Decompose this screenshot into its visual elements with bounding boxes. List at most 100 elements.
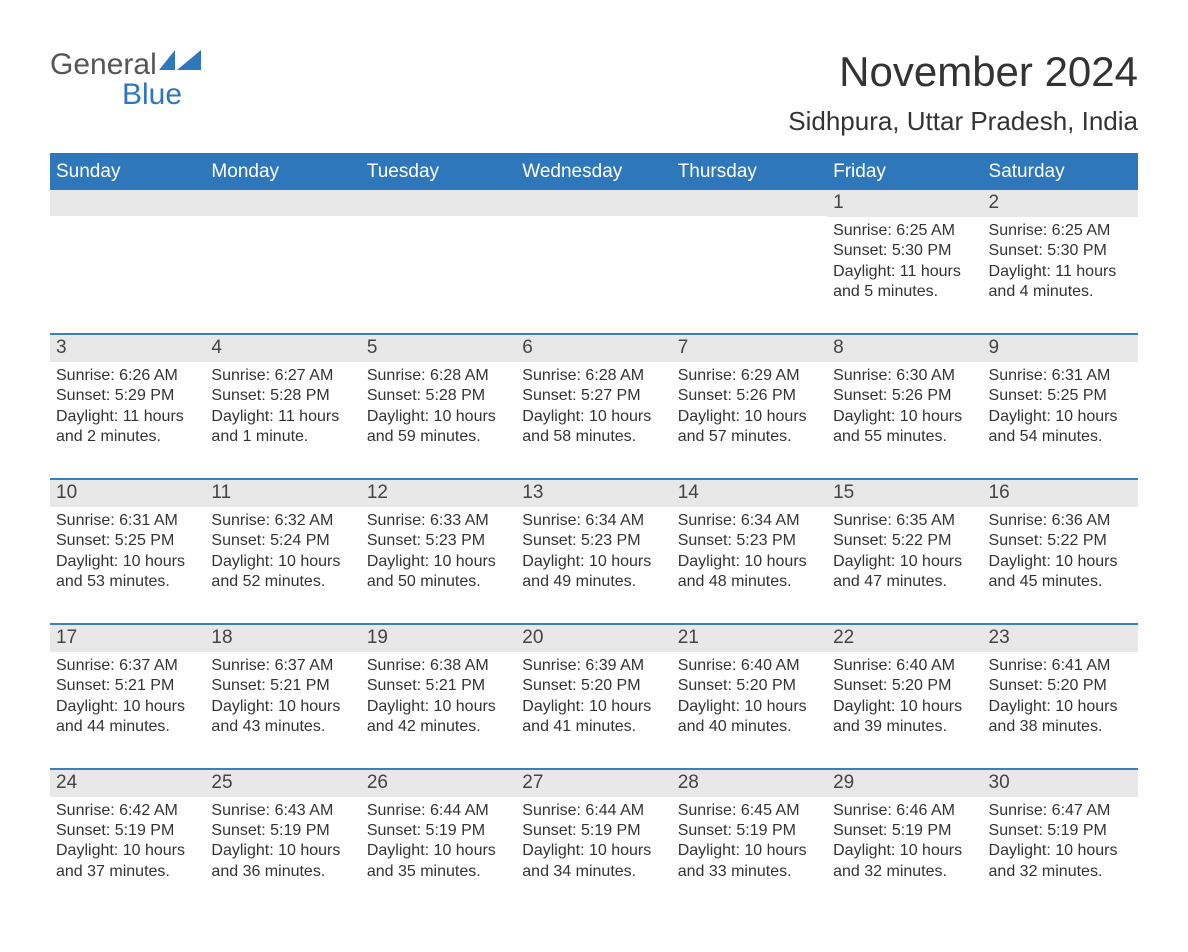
sunset-line: Sunset: 5:24 PM	[211, 531, 354, 551]
sunset-line: Sunset: 5:23 PM	[522, 531, 665, 551]
daylight-line: Daylight: 10 hours and 54 minutes.	[989, 407, 1132, 448]
calendar-week: 1Sunrise: 6:25 AMSunset: 5:30 PMDaylight…	[50, 190, 1138, 333]
day-number: 16	[983, 480, 1138, 507]
calendar-day: 8Sunrise: 6:30 AMSunset: 5:26 PMDaylight…	[827, 335, 982, 478]
sunset-line: Sunset: 5:19 PM	[989, 821, 1132, 841]
calendar-day: 2Sunrise: 6:25 AMSunset: 5:30 PMDaylight…	[983, 190, 1138, 333]
sunset-line: Sunset: 5:25 PM	[56, 531, 199, 551]
daylight-line: Daylight: 10 hours and 35 minutes.	[367, 841, 510, 882]
day-number: 20	[516, 625, 671, 652]
calendar-day: 1Sunrise: 6:25 AMSunset: 5:30 PMDaylight…	[827, 190, 982, 333]
sunset-line: Sunset: 5:30 PM	[989, 241, 1132, 261]
day-number: 6	[516, 335, 671, 362]
calendar-day: 28Sunrise: 6:45 AMSunset: 5:19 PMDayligh…	[672, 770, 827, 913]
daylight-line: Daylight: 10 hours and 44 minutes.	[56, 697, 199, 738]
dow-thursday: Thursday	[672, 155, 827, 190]
sunrise-line: Sunrise: 6:31 AM	[56, 511, 199, 531]
sunset-line: Sunset: 5:22 PM	[989, 531, 1132, 551]
sunrise-line: Sunrise: 6:44 AM	[522, 801, 665, 821]
day-details: Sunrise: 6:38 AMSunset: 5:21 PMDaylight:…	[361, 652, 516, 738]
daylight-line: Daylight: 10 hours and 55 minutes.	[833, 407, 976, 448]
daylight-line: Daylight: 10 hours and 37 minutes.	[56, 841, 199, 882]
dow-wednesday: Wednesday	[516, 155, 671, 190]
day-details: Sunrise: 6:29 AMSunset: 5:26 PMDaylight:…	[672, 362, 827, 448]
sunrise-line: Sunrise: 6:25 AM	[989, 221, 1132, 241]
sunset-line: Sunset: 5:19 PM	[367, 821, 510, 841]
calendar-day: 11Sunrise: 6:32 AMSunset: 5:24 PMDayligh…	[205, 480, 360, 623]
sunrise-line: Sunrise: 6:38 AM	[367, 656, 510, 676]
day-details: Sunrise: 6:42 AMSunset: 5:19 PMDaylight:…	[50, 797, 205, 883]
sunset-line: Sunset: 5:25 PM	[989, 386, 1132, 406]
day-number: 14	[672, 480, 827, 507]
sunrise-line: Sunrise: 6:37 AM	[56, 656, 199, 676]
calendar-day: 14Sunrise: 6:34 AMSunset: 5:23 PMDayligh…	[672, 480, 827, 623]
sunrise-line: Sunrise: 6:27 AM	[211, 366, 354, 386]
calendar-day: 25Sunrise: 6:43 AMSunset: 5:19 PMDayligh…	[205, 770, 360, 913]
calendar-week: 17Sunrise: 6:37 AMSunset: 5:21 PMDayligh…	[50, 623, 1138, 768]
day-details: Sunrise: 6:34 AMSunset: 5:23 PMDaylight:…	[672, 507, 827, 593]
day-number: 25	[205, 770, 360, 797]
sunset-line: Sunset: 5:26 PM	[678, 386, 821, 406]
calendar-day	[672, 190, 827, 333]
calendar-grid: Sunday Monday Tuesday Wednesday Thursday…	[50, 153, 1138, 912]
calendar-day: 29Sunrise: 6:46 AMSunset: 5:19 PMDayligh…	[827, 770, 982, 913]
day-number: 17	[50, 625, 205, 652]
calendar-week: 3Sunrise: 6:26 AMSunset: 5:29 PMDaylight…	[50, 333, 1138, 478]
sunrise-line: Sunrise: 6:45 AM	[678, 801, 821, 821]
day-details: Sunrise: 6:26 AMSunset: 5:29 PMDaylight:…	[50, 362, 205, 448]
sunrise-line: Sunrise: 6:42 AM	[56, 801, 199, 821]
sunrise-line: Sunrise: 6:40 AM	[833, 656, 976, 676]
daylight-line: Daylight: 10 hours and 53 minutes.	[56, 552, 199, 593]
header-right: November 2024 Sidhpura, Uttar Pradesh, I…	[788, 48, 1138, 147]
calendar-day: 24Sunrise: 6:42 AMSunset: 5:19 PMDayligh…	[50, 770, 205, 913]
day-number: 30	[983, 770, 1138, 797]
daylight-line: Daylight: 10 hours and 58 minutes.	[522, 407, 665, 448]
calendar-day: 6Sunrise: 6:28 AMSunset: 5:27 PMDaylight…	[516, 335, 671, 478]
calendar-day: 18Sunrise: 6:37 AMSunset: 5:21 PMDayligh…	[205, 625, 360, 768]
daylight-line: Daylight: 10 hours and 40 minutes.	[678, 697, 821, 738]
location-label: Sidhpura, Uttar Pradesh, India	[788, 106, 1138, 137]
calendar-day: 12Sunrise: 6:33 AMSunset: 5:23 PMDayligh…	[361, 480, 516, 623]
brand-flag-icon	[157, 48, 201, 74]
daylight-line: Daylight: 10 hours and 39 minutes.	[833, 697, 976, 738]
calendar-day: 30Sunrise: 6:47 AMSunset: 5:19 PMDayligh…	[983, 770, 1138, 913]
daylight-line: Daylight: 10 hours and 59 minutes.	[367, 407, 510, 448]
day-number: 10	[50, 480, 205, 507]
day-details: Sunrise: 6:40 AMSunset: 5:20 PMDaylight:…	[672, 652, 827, 738]
sunset-line: Sunset: 5:26 PM	[833, 386, 976, 406]
daylight-line: Daylight: 10 hours and 32 minutes.	[833, 841, 976, 882]
day-details: Sunrise: 6:28 AMSunset: 5:27 PMDaylight:…	[516, 362, 671, 448]
calendar-day	[516, 190, 671, 333]
daylight-line: Daylight: 10 hours and 42 minutes.	[367, 697, 510, 738]
daylight-line: Daylight: 10 hours and 38 minutes.	[989, 697, 1132, 738]
sunrise-line: Sunrise: 6:33 AM	[367, 511, 510, 531]
daylight-line: Daylight: 10 hours and 45 minutes.	[989, 552, 1132, 593]
day-number: 1	[827, 190, 982, 217]
calendar-day: 27Sunrise: 6:44 AMSunset: 5:19 PMDayligh…	[516, 770, 671, 913]
day-number: 5	[361, 335, 516, 362]
sunset-line: Sunset: 5:21 PM	[367, 676, 510, 696]
sunrise-line: Sunrise: 6:43 AM	[211, 801, 354, 821]
day-number: 15	[827, 480, 982, 507]
sunset-line: Sunset: 5:20 PM	[833, 676, 976, 696]
brand-name: General Blue	[50, 48, 201, 110]
sunset-line: Sunset: 5:22 PM	[833, 531, 976, 551]
sunrise-line: Sunrise: 6:26 AM	[56, 366, 199, 386]
calendar-day: 21Sunrise: 6:40 AMSunset: 5:20 PMDayligh…	[672, 625, 827, 768]
header: General Blue November 2024 Sidhpura, Utt…	[50, 48, 1138, 147]
day-details: Sunrise: 6:31 AMSunset: 5:25 PMDaylight:…	[983, 362, 1138, 448]
day-details: Sunrise: 6:43 AMSunset: 5:19 PMDaylight:…	[205, 797, 360, 883]
day-number: 26	[361, 770, 516, 797]
brand-name-blue: Blue	[122, 78, 182, 111]
sunrise-line: Sunrise: 6:34 AM	[522, 511, 665, 531]
day-details: Sunrise: 6:41 AMSunset: 5:20 PMDaylight:…	[983, 652, 1138, 738]
calendar-day: 23Sunrise: 6:41 AMSunset: 5:20 PMDayligh…	[983, 625, 1138, 768]
calendar-day: 20Sunrise: 6:39 AMSunset: 5:20 PMDayligh…	[516, 625, 671, 768]
daylight-line: Daylight: 10 hours and 48 minutes.	[678, 552, 821, 593]
day-details: Sunrise: 6:33 AMSunset: 5:23 PMDaylight:…	[361, 507, 516, 593]
dow-friday: Friday	[827, 155, 982, 190]
daylight-line: Daylight: 10 hours and 36 minutes.	[211, 841, 354, 882]
day-number: 12	[361, 480, 516, 507]
sunrise-line: Sunrise: 6:29 AM	[678, 366, 821, 386]
calendar-day: 17Sunrise: 6:37 AMSunset: 5:21 PMDayligh…	[50, 625, 205, 768]
